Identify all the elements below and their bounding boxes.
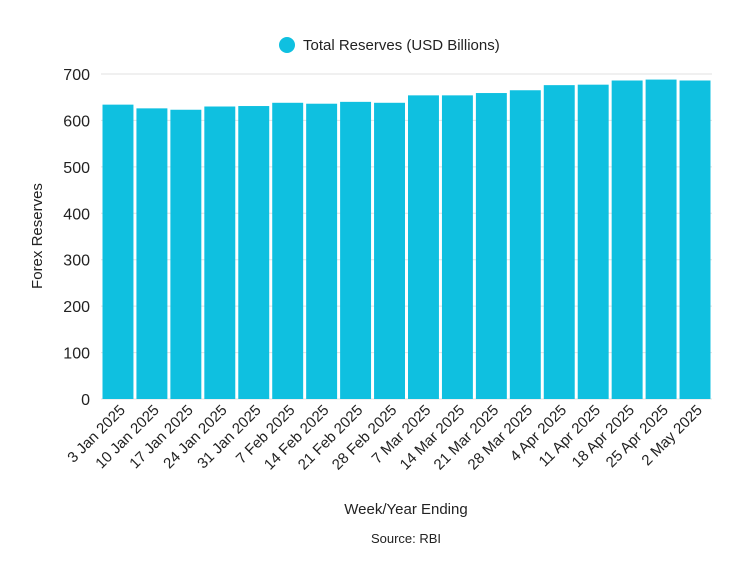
bar [102, 104, 134, 400]
source-note: Source: RBI [371, 531, 441, 546]
bar [374, 102, 405, 400]
bar [306, 103, 338, 399]
y-tick-label: 600 [63, 113, 90, 130]
bar [136, 108, 168, 399]
bars [102, 79, 711, 400]
y-tick-label: 0 [81, 392, 90, 409]
bar [441, 95, 473, 399]
bar [611, 80, 643, 399]
legend: Total Reserves (USD Billions) [279, 37, 500, 54]
y-tick-label: 300 [63, 253, 90, 270]
bar [170, 109, 202, 399]
legend-label: Total Reserves (USD Billions) [303, 37, 500, 54]
gridlines [101, 73, 712, 400]
bar [408, 95, 439, 399]
y-tick-label: 200 [63, 299, 90, 316]
legend-swatch [279, 37, 295, 53]
bar [272, 102, 304, 400]
x-axis-title: Week/Year Ending [344, 501, 467, 518]
bar [238, 106, 270, 400]
bar [645, 79, 677, 400]
bar [509, 90, 541, 399]
bar [679, 80, 711, 399]
y-tick-label: 100 [63, 346, 90, 363]
y-tick-label: 400 [63, 206, 90, 223]
bar [475, 93, 507, 400]
bar [543, 85, 575, 400]
y-tick-label: 700 [63, 67, 90, 84]
y-axis-ticks: 0 100 200 300 400 500 600 700 [63, 67, 90, 409]
bar [204, 106, 236, 399]
y-axis-title: Forex Reserves [29, 183, 46, 289]
bar [340, 101, 372, 399]
bar [577, 84, 609, 399]
y-tick-label: 500 [63, 160, 90, 177]
